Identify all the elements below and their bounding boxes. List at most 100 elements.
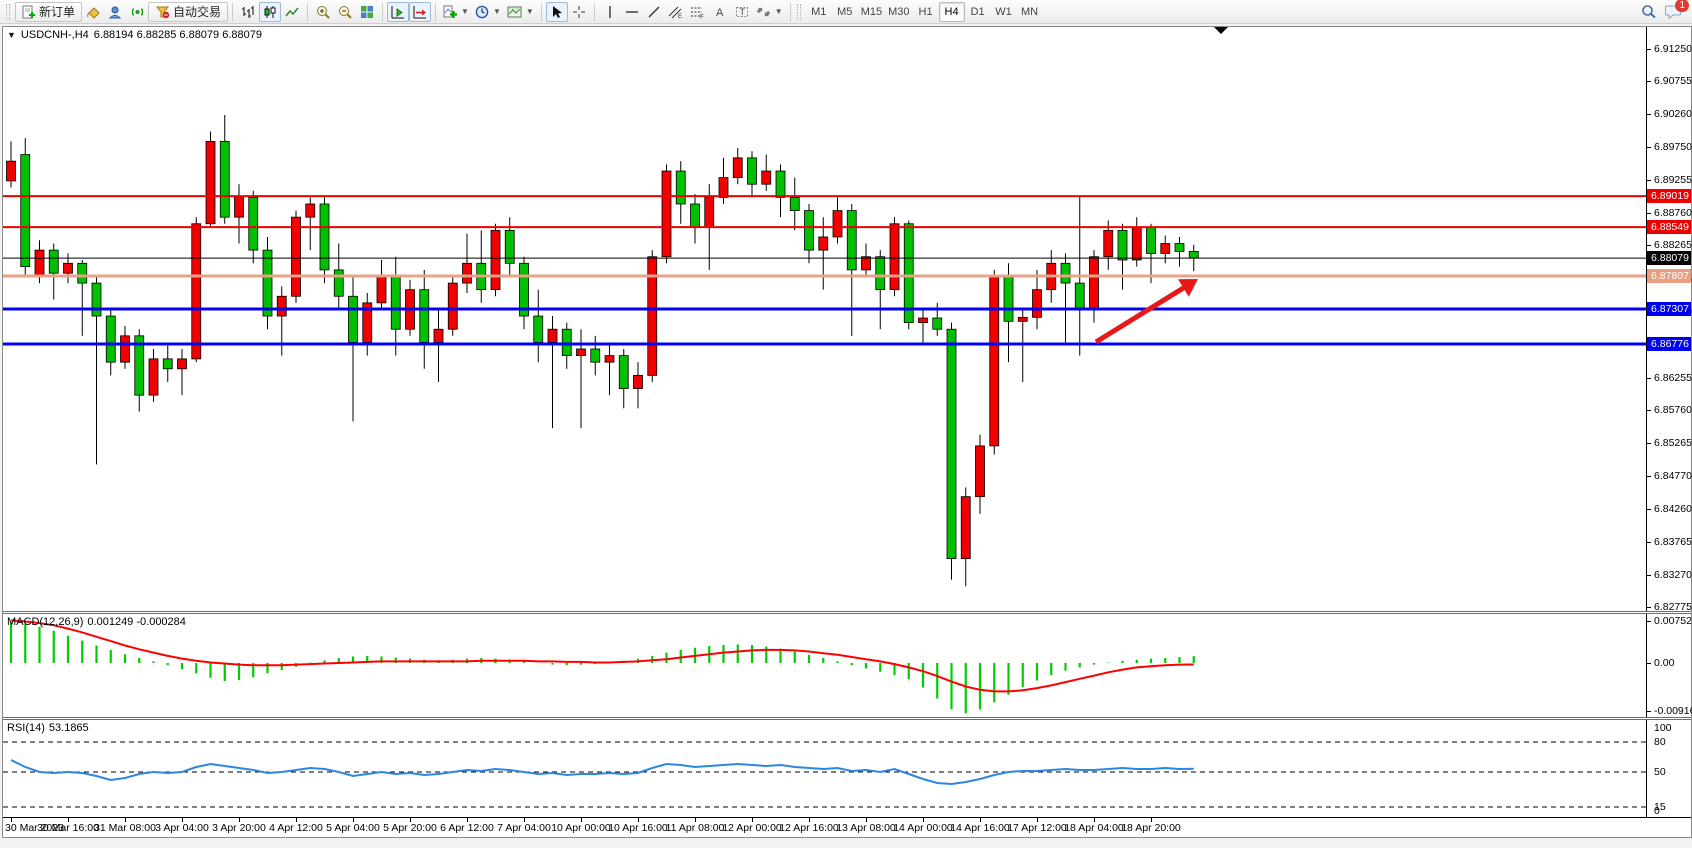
indicators-button[interactable]: ▼: [440, 2, 472, 22]
new-order-button[interactable]: 新订单: [15, 1, 83, 22]
timeframe-m1-button[interactable]: M1: [811, 5, 827, 18]
price-tick: [1647, 541, 1651, 543]
main-price-pane: ▼ USDCNH-,H4 6.88194 6.88285 6.88079 6.8…: [3, 27, 1692, 613]
text-label-button[interactable]: T: [731, 2, 753, 22]
text-button[interactable]: A: [709, 2, 731, 22]
equidistant-channel-button[interactable]: E: [665, 2, 687, 22]
timeframe-m15-button[interactable]: M15: [860, 5, 883, 18]
chart-window: ▼ USDCNH-,H4 6.88194 6.88285 6.88079 6.8…: [2, 26, 1692, 838]
time-tick: [866, 818, 867, 822]
timeframe-m5-button[interactable]: M5: [837, 5, 853, 18]
trendline-icon: [647, 5, 661, 19]
timeframe-mn-button[interactable]: MN: [1020, 5, 1039, 18]
price-tick-label: 6.84770: [1654, 469, 1692, 482]
timeframe-m30-button[interactable]: M30: [888, 5, 910, 18]
chart-shift-button[interactable]: [409, 1, 432, 22]
time-label: 4 Apr 12:00: [269, 822, 323, 834]
price-tick: [1647, 410, 1651, 412]
zoom-out-button[interactable]: [334, 2, 356, 22]
horizontal-level-lines[interactable]: [3, 195, 1646, 346]
toolbar-grip[interactable]: [6, 3, 10, 20]
timeframe-h4-button[interactable]: H4: [938, 1, 965, 22]
svg-text:T: T: [739, 7, 745, 17]
fibonacci-button[interactable]: F: [687, 2, 709, 22]
pane-divider[interactable]: [3, 611, 1691, 614]
vertical-line-icon: [604, 5, 616, 19]
profiles-button[interactable]: [104, 2, 126, 22]
candlestick-icon: [263, 5, 277, 19]
search-icon[interactable]: [1641, 4, 1657, 19]
timeframe-h1-button[interactable]: H1: [918, 5, 933, 18]
macd-tick: [1647, 662, 1651, 664]
macd-axis[interactable]: 0.00752 0.00 -0.009164: [1646, 614, 1692, 717]
time-label: 30 Mar 16:00: [37, 822, 99, 834]
rsi-tick-label: 50: [1654, 766, 1666, 778]
bar-chart-button[interactable]: [237, 2, 259, 22]
auto-trading-icon: [155, 5, 170, 19]
svg-text:F: F: [700, 14, 704, 19]
crosshair-icon: [572, 5, 586, 19]
dropdown-caret-icon: ▼: [774, 7, 783, 16]
rsi-axis[interactable]: 100 80 50 15 0: [1646, 720, 1691, 817]
main-plot-area[interactable]: ▼ USDCNH-,H4 6.88194 6.88285 6.88079 6.8…: [3, 27, 1646, 611]
time-label: 13 Apr 08:00: [836, 822, 896, 834]
time-tick: [695, 818, 696, 822]
periods-button[interactable]: ▼: [472, 2, 504, 22]
macd-name: MACD(12,26,9): [7, 616, 84, 628]
price-tick-label: 6.84260: [1654, 503, 1692, 516]
toolbar-grip[interactable]: [796, 3, 801, 20]
cursor-button[interactable]: [545, 1, 568, 22]
dropdown-caret-icon: ▼: [461, 7, 469, 16]
annotation-arrow[interactable]: [1094, 279, 1198, 345]
timeframe-d1-button[interactable]: D1: [970, 5, 985, 18]
price-tick: [1647, 81, 1651, 83]
chart-shift-icon: [413, 5, 427, 19]
macd-chart[interactable]: [3, 614, 1646, 717]
templates-button[interactable]: ▼: [504, 2, 537, 22]
price-tick: [1647, 607, 1651, 609]
time-axis[interactable]: 30 Mar 2023 30 Mar 16:00 31 Mar 08:00 3 Apr…: [3, 817, 1691, 837]
crosshair-button[interactable]: [568, 2, 590, 22]
one-click-trading-toggle[interactable]: ▼: [7, 30, 16, 40]
time-tick: [1037, 818, 1038, 822]
arrows-tool-button[interactable]: ▼: [753, 2, 786, 22]
candlestick-chart[interactable]: [3, 27, 1646, 611]
line-chart-button[interactable]: [281, 2, 303, 22]
zoom-in-icon: [316, 5, 331, 19]
price-axis[interactable]: 6.91250 6.90755 6.90260 6.89750 6.89255 6.887…: [1646, 27, 1692, 613]
time-tick: [581, 818, 582, 822]
chart-shift-marker[interactable]: [1214, 27, 1228, 34]
notification-badge: 1: [1675, 0, 1689, 12]
signals-button[interactable]: [126, 2, 148, 22]
macd-label: MACD(12,26,9) 0.001249 -0.000284: [7, 616, 186, 628]
vertical-line-button[interactable]: [599, 2, 621, 22]
timeframe-w1-button[interactable]: W1: [995, 5, 1012, 18]
price-tick: [1647, 509, 1651, 511]
rsi-pane: RSI(14) 53.1865 100 80 50 15 0: [3, 720, 1691, 817]
macd-plot-area[interactable]: MACD(12,26,9) 0.001249 -0.000284: [3, 614, 1646, 717]
svg-text:A: A: [716, 7, 724, 19]
styler-button[interactable]: [82, 2, 104, 22]
time-label: 18 Apr 04:00: [1064, 822, 1124, 834]
trendline-button[interactable]: [643, 2, 665, 22]
horizontal-line-button[interactable]: [621, 2, 643, 22]
auto-trading-button[interactable]: 自动交易: [148, 1, 229, 22]
candlestick-chart-button[interactable]: [259, 1, 282, 22]
time-label: 5 Apr 04:00: [326, 822, 380, 834]
tile-windows-button[interactable]: [356, 2, 378, 22]
zoom-in-button[interactable]: [312, 2, 334, 22]
pane-divider[interactable]: [3, 717, 1691, 720]
price-tick-label: 6.88760: [1654, 206, 1692, 219]
rsi-plot-area[interactable]: RSI(14) 53.1865: [3, 720, 1646, 817]
rsi-chart[interactable]: [3, 720, 1646, 817]
notifications-button[interactable]: 1: [1665, 0, 1689, 19]
time-label: 31 Mar 08:00: [94, 822, 156, 834]
price-tick-label: 6.91250: [1654, 42, 1692, 55]
price-level-badge: 6.88079: [1647, 251, 1691, 266]
price-tick: [1647, 245, 1651, 247]
time-tick: [410, 818, 411, 822]
text-label-icon: T: [735, 5, 749, 19]
auto-scroll-button[interactable]: [387, 1, 410, 22]
time-tick: [980, 818, 981, 822]
auto-scroll-icon: [391, 5, 405, 19]
